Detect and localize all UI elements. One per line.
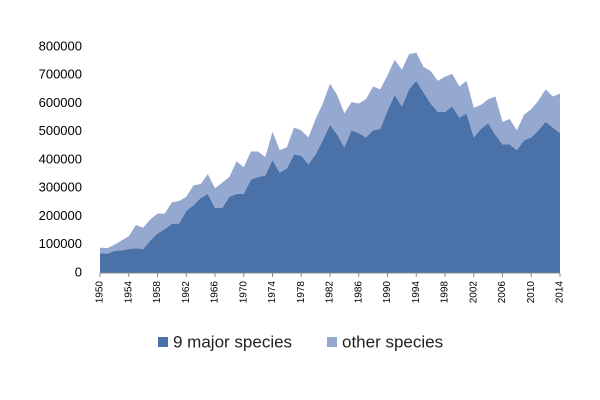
x-tick-label: 1954	[123, 281, 134, 304]
y-tick-label: 100000	[39, 236, 82, 251]
x-tick-label: 2002	[468, 281, 479, 304]
y-tick-label: 0	[75, 264, 82, 279]
x-tick-label: 1966	[210, 281, 221, 304]
x-tick-label: 1990	[382, 281, 393, 304]
x-tick-label: 1986	[353, 281, 364, 304]
x-tick-label: 2010	[526, 281, 537, 304]
y-tick-label: 400000	[39, 151, 82, 166]
y-tick-label: 200000	[39, 208, 82, 223]
x-tick-label: 2006	[497, 281, 508, 304]
area	[100, 80, 560, 274]
y-tick-label: 600000	[39, 95, 82, 110]
y-tick-label: 800000	[39, 38, 82, 53]
x-tick-label: 2014	[555, 281, 566, 304]
y-tick-label: 300000	[39, 180, 82, 195]
x-tick-label: 1974	[267, 281, 278, 304]
x-tick-label: 1962	[181, 281, 192, 304]
legend-label: other species	[342, 332, 443, 351]
x-tick-label: 1994	[411, 281, 422, 304]
x-tick-label: 1998	[440, 281, 451, 304]
x-tick-label: 1978	[296, 281, 307, 304]
legend-swatch	[158, 337, 168, 347]
legend-swatch	[327, 337, 337, 347]
y-tick-label: 500000	[39, 123, 82, 138]
x-tick-label: 1970	[238, 281, 249, 304]
x-tick-label: 1958	[152, 281, 163, 304]
x-tick-label: 1950	[95, 281, 106, 304]
area	[100, 52, 560, 254]
legend-label: 9 major species	[173, 332, 292, 351]
x-tick-label: 1982	[325, 281, 336, 304]
y-tick-label: 700000	[39, 67, 82, 82]
